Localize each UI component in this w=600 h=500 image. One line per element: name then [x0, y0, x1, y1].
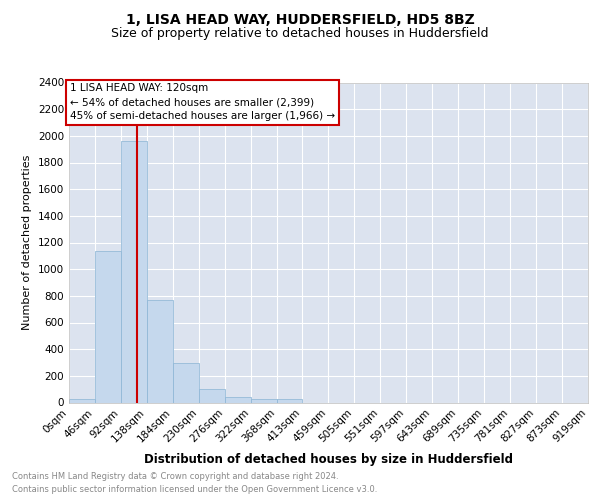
- X-axis label: Distribution of detached houses by size in Huddersfield: Distribution of detached houses by size …: [144, 452, 513, 466]
- Y-axis label: Number of detached properties: Number of detached properties: [22, 155, 32, 330]
- Text: Contains HM Land Registry data © Crown copyright and database right 2024.: Contains HM Land Registry data © Crown c…: [12, 472, 338, 481]
- Bar: [277, 399, 302, 402]
- Bar: [251, 398, 277, 402]
- Bar: [147, 300, 173, 402]
- Bar: [199, 389, 225, 402]
- Text: Contains public sector information licensed under the Open Government Licence v3: Contains public sector information licen…: [12, 485, 377, 494]
- Text: 1 LISA HEAD WAY: 120sqm
← 54% of detached houses are smaller (2,399)
45% of semi: 1 LISA HEAD WAY: 120sqm ← 54% of detache…: [70, 83, 335, 121]
- Bar: [225, 396, 251, 402]
- Bar: [121, 141, 147, 403]
- Text: Size of property relative to detached houses in Huddersfield: Size of property relative to detached ho…: [111, 28, 489, 40]
- Bar: [95, 250, 121, 402]
- Text: 1, LISA HEAD WAY, HUDDERSFIELD, HD5 8BZ: 1, LISA HEAD WAY, HUDDERSFIELD, HD5 8BZ: [125, 12, 475, 26]
- Bar: [69, 398, 95, 402]
- Bar: [173, 363, 199, 403]
